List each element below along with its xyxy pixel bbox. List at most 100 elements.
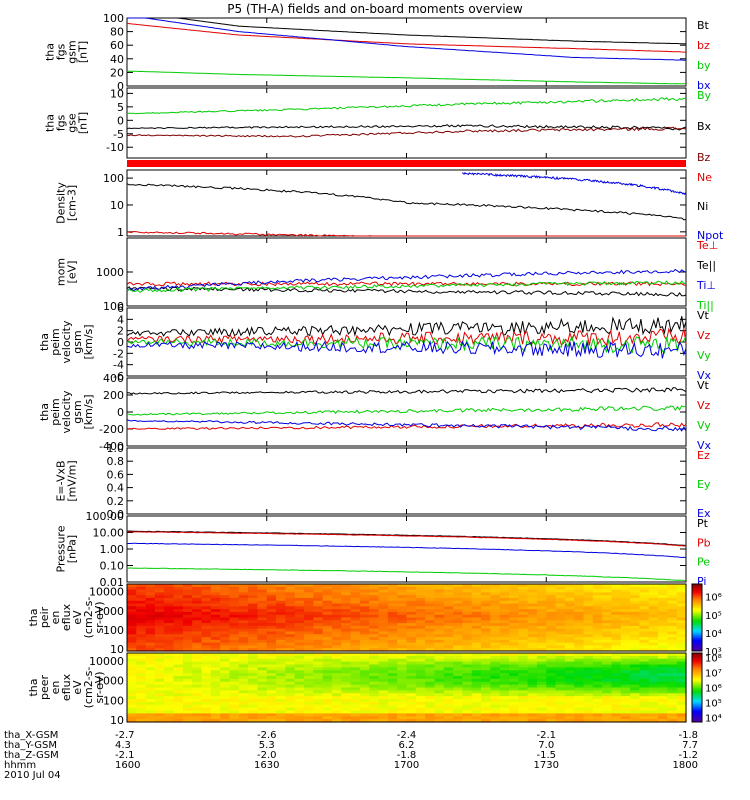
spectrogram-cell xyxy=(387,620,398,624)
spectrogram-cell xyxy=(173,701,184,706)
spectrogram-cell xyxy=(602,631,613,635)
spectrogram-cell xyxy=(667,716,678,720)
spectrogram-cell xyxy=(425,600,436,605)
spectrogram-cell xyxy=(536,631,547,635)
spectrogram-cell xyxy=(592,620,603,624)
y-axis-label-line: eflux xyxy=(60,673,73,701)
spectrogram-cell xyxy=(313,631,324,635)
spectrogram-cell xyxy=(136,658,147,663)
spectrogram-cell xyxy=(658,625,668,630)
spectrogram-cell xyxy=(583,628,594,633)
spectrogram-cell xyxy=(387,655,398,660)
spectrogram-cell xyxy=(602,701,613,706)
spectrogram-cell xyxy=(471,628,482,633)
spectrogram-cell xyxy=(536,620,547,624)
spectrogram-cell xyxy=(546,653,557,657)
spectrogram-cell xyxy=(210,592,221,596)
spectrogram-cell xyxy=(173,592,184,596)
spectrogram-cell xyxy=(471,653,482,657)
spectrogram-cell xyxy=(164,589,175,593)
spectrogram-cell xyxy=(630,614,641,619)
y-axis-label-line: tha xyxy=(38,333,51,351)
spectrogram-cell xyxy=(527,701,538,706)
spectrogram-cell xyxy=(322,639,333,644)
spectrogram-cell xyxy=(499,704,510,709)
spectrogram-cell xyxy=(611,609,622,613)
colorbar-segment xyxy=(692,640,702,644)
spectrogram-cell xyxy=(182,653,193,657)
y-tick-label: 0 xyxy=(117,406,124,419)
spectrogram-cell xyxy=(136,696,147,700)
spectrogram-cell xyxy=(648,687,659,691)
spectrogram-cell xyxy=(369,707,380,712)
spectrogram-cell xyxy=(182,623,193,627)
spectrogram-cell xyxy=(434,707,445,712)
spectrogram-cell xyxy=(192,653,203,657)
spectrogram-cell xyxy=(127,609,137,613)
spectrogram-cell xyxy=(248,713,259,717)
spectrogram-cell xyxy=(238,693,249,697)
spectrogram-cell xyxy=(238,597,249,602)
spectrogram-cell xyxy=(322,609,333,613)
spectrogram-cell xyxy=(322,617,333,621)
spectrogram-cell xyxy=(508,628,519,633)
spectrogram-cell xyxy=(378,634,389,638)
legend-label-bx: bx xyxy=(697,79,711,92)
spectrogram-cell xyxy=(453,670,463,674)
spectrogram-cell xyxy=(462,673,473,677)
spectrogram-cell xyxy=(136,631,147,635)
spectrogram-cell xyxy=(173,595,184,599)
spectrogram-cell xyxy=(173,670,184,674)
spectrogram-cell xyxy=(182,634,193,638)
spectrogram-cell xyxy=(341,625,352,630)
spectrogram-cell xyxy=(602,592,613,596)
spectrogram-cell xyxy=(639,584,650,588)
spectrogram-cell xyxy=(136,637,147,641)
spectrogram-cell xyxy=(546,681,557,686)
spectrogram-cell xyxy=(238,634,249,638)
spectrogram-cell xyxy=(415,696,426,700)
spectrogram-cell xyxy=(285,614,296,619)
spectrogram-cell xyxy=(313,614,324,619)
spectrogram-cell xyxy=(210,589,221,593)
spectrogram-cell xyxy=(536,595,547,599)
y-tick-label: 0.4 xyxy=(107,482,125,495)
spectrogram-cell xyxy=(602,684,613,689)
spectrogram-cell xyxy=(285,584,296,588)
spectrogram-cell xyxy=(639,628,650,633)
colorbar-segment xyxy=(692,632,702,635)
spectrogram-cell xyxy=(481,710,491,714)
spectrogram-cell xyxy=(602,609,613,613)
spectrogram-cell xyxy=(313,710,324,714)
spectrogram-cell xyxy=(182,719,193,723)
spectrogram-cell xyxy=(397,676,408,680)
spectrogram-cell xyxy=(238,704,249,709)
spectrogram-cell xyxy=(462,586,473,591)
spectrogram-cell xyxy=(164,699,175,703)
spectrogram-cell xyxy=(564,710,575,714)
spectrogram-cell xyxy=(331,648,342,652)
spectrogram-cell xyxy=(248,701,259,706)
spectrogram-cell xyxy=(359,642,370,647)
spectrogram-cell xyxy=(415,592,426,596)
spectrogram-cell xyxy=(266,719,277,723)
spectrogram-cell xyxy=(164,696,175,700)
spectrogram-cell xyxy=(285,719,296,723)
spectrogram-cell xyxy=(397,670,408,674)
colorbar-segment xyxy=(692,654,702,657)
spectrogram-cell xyxy=(313,696,324,700)
spectrogram-cell xyxy=(182,642,193,647)
spectrogram-cell xyxy=(574,655,585,660)
spectrogram-cell xyxy=(658,687,668,691)
spectrogram-cell xyxy=(481,696,491,700)
spectrogram-cell xyxy=(331,595,342,599)
spectrogram-cell xyxy=(248,634,259,638)
spectrogram-cell xyxy=(313,655,324,660)
spectrogram-cell xyxy=(648,707,659,712)
spectrogram-cell xyxy=(182,584,193,588)
spectrogram-cell xyxy=(443,642,454,647)
spectrogram-cell xyxy=(331,684,342,689)
spectrogram-cell xyxy=(154,658,165,663)
spectrogram-cell xyxy=(350,584,361,588)
spectrogram-cell xyxy=(676,684,687,689)
